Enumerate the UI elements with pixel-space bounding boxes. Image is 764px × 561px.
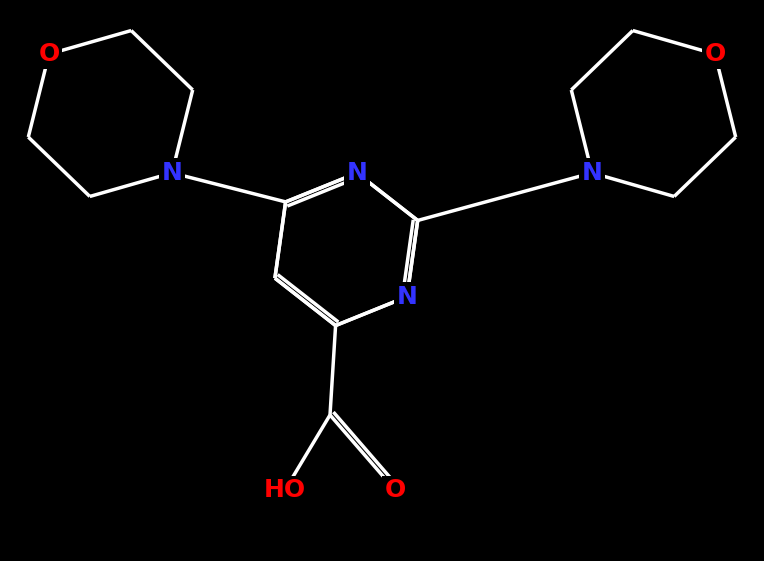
Text: N: N [161,161,183,185]
Text: O: O [384,478,406,502]
Text: N: N [581,161,603,185]
Text: N: N [347,161,367,185]
Text: N: N [397,284,417,309]
Text: HO: HO [264,478,306,502]
Text: O: O [704,42,726,66]
Text: O: O [38,42,60,66]
